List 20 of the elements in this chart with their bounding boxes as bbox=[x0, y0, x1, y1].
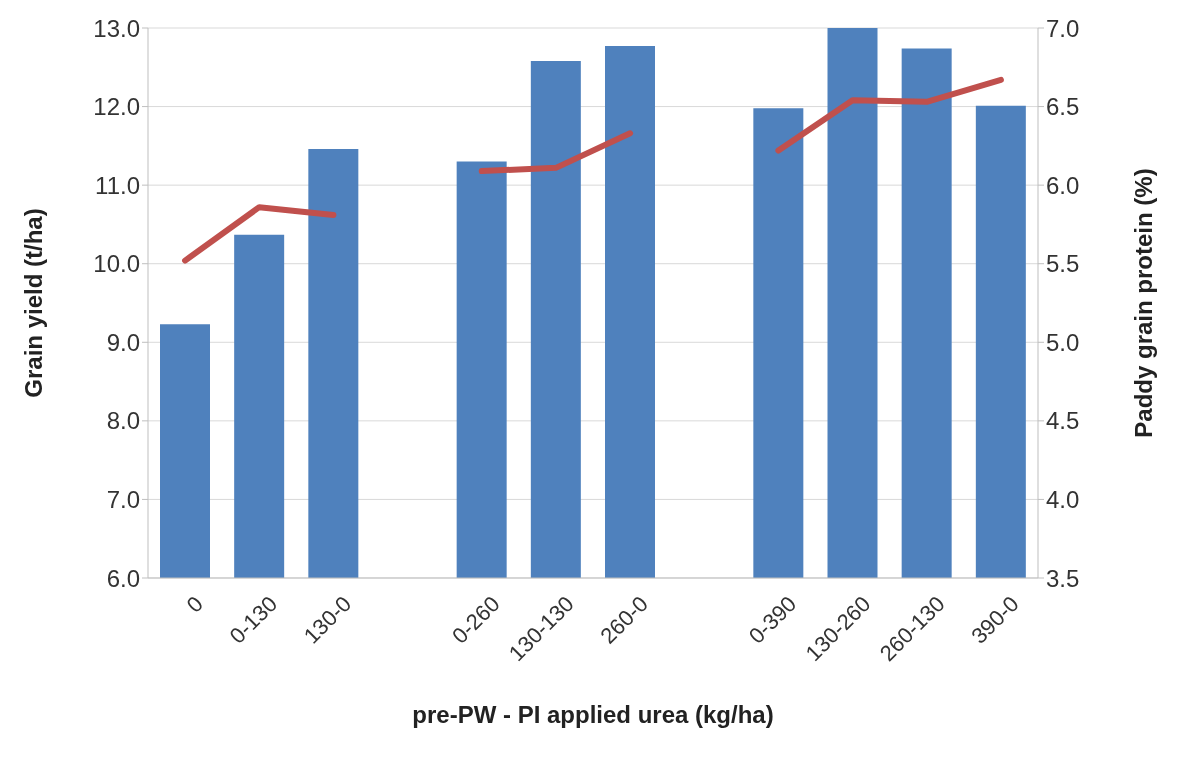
y2-tick-label: 4.0 bbox=[1046, 485, 1080, 513]
y2-tick-label: 3.5 bbox=[1046, 564, 1080, 592]
y-tick-label: 9.0 bbox=[106, 328, 140, 356]
y-tick-label: 12.0 bbox=[93, 93, 140, 121]
y2-tick-label: 5.5 bbox=[1046, 250, 1080, 278]
y-axis-title: Grain yield (t/ha) bbox=[19, 208, 47, 398]
y2-tick-label: 6.5 bbox=[1046, 93, 1080, 121]
y-tick-label: 8.0 bbox=[106, 407, 140, 435]
y-tick-label: 11.0 bbox=[95, 171, 140, 199]
y2-tick-label: 6.0 bbox=[1046, 171, 1080, 199]
y2-tick-label: 5.0 bbox=[1046, 328, 1080, 356]
y-tick-label: 6.0 bbox=[106, 564, 140, 592]
y2-axis-title: Paddy grain protein (%) bbox=[1129, 168, 1157, 438]
y-tick-label: 7.0 bbox=[106, 485, 140, 513]
y2-tick-label: 7.0 bbox=[1046, 14, 1080, 42]
x-axis-title: pre-PW - PI applied urea (kg/ha) bbox=[412, 701, 774, 728]
y-tick-label: 10.0 bbox=[93, 250, 140, 278]
y-tick-label: 13.0 bbox=[93, 14, 140, 42]
y2-tick-label: 4.5 bbox=[1046, 407, 1080, 435]
x-tick-label: 0 bbox=[181, 591, 208, 618]
